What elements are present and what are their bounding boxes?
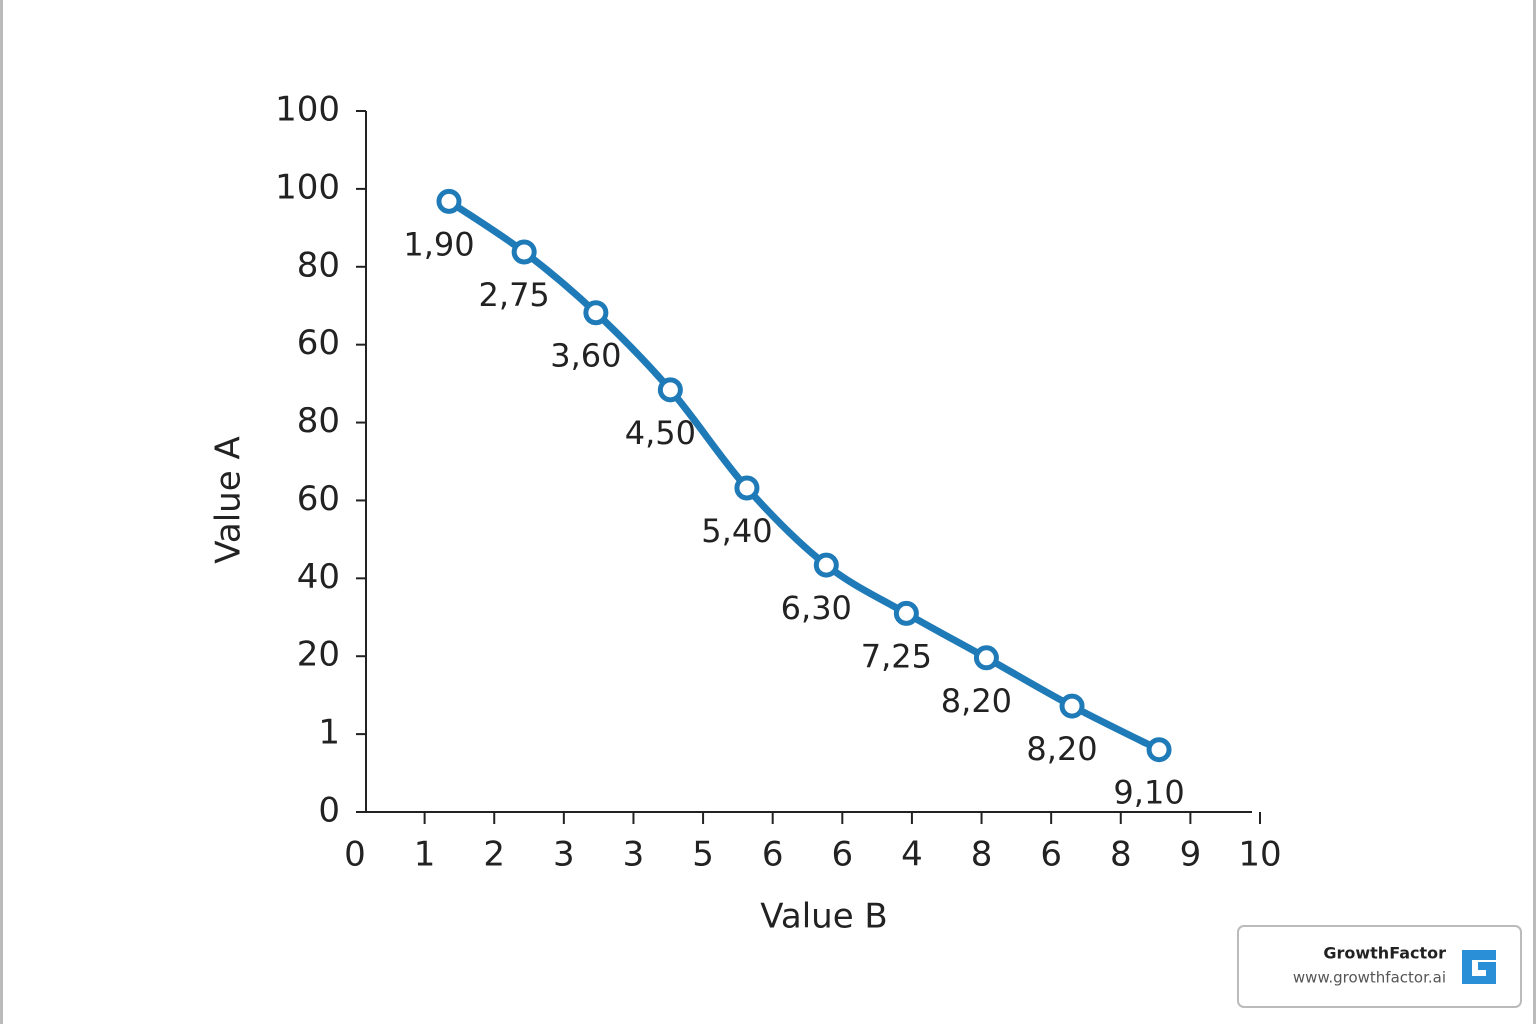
point-label: 4,50 (625, 414, 696, 452)
point-label: 8,20 (1026, 730, 1097, 768)
x-tick-label: 6 (762, 835, 784, 875)
y-tick-label: 20 (297, 635, 340, 675)
x-tick-label: 4 (901, 835, 923, 875)
watermark-name: GrowthFactor (1323, 944, 1446, 963)
y-tick-label: 100 (275, 167, 340, 207)
x-tick-label: 1 (414, 835, 436, 875)
y-axis-title: Value A (209, 436, 249, 563)
x-tick-label: 9 (1180, 835, 1202, 875)
y-tick-label: 80 (297, 245, 340, 285)
point-label: 6,30 (781, 589, 852, 627)
x-tick-label: 8 (971, 835, 993, 875)
point-label: 8,20 (941, 682, 1012, 720)
frame-edge (1533, 0, 1536, 1024)
x-tick-label: 10 (1238, 835, 1281, 875)
point (1059, 693, 1085, 719)
point (973, 645, 999, 671)
y-tick-label: 60 (297, 479, 340, 519)
point-label: 2,75 (479, 276, 550, 314)
watermark-logo (1462, 950, 1496, 984)
x-tick-label: 2 (483, 835, 505, 875)
point-label: 5,40 (701, 512, 772, 550)
point (813, 552, 839, 578)
x-tick-label: 8 (1110, 835, 1132, 875)
watermark: GrowthFactor www.growthfactor.ai (1237, 925, 1522, 1008)
y-tick-label: 60 (297, 323, 340, 363)
x-tick-label: 6 (1040, 835, 1062, 875)
point (583, 300, 609, 326)
y-tick-label: 100 (275, 90, 340, 130)
point (893, 600, 919, 626)
y-tick-label: 1 (318, 713, 340, 753)
frame-edge (0, 0, 3, 1024)
watermark-box (1237, 925, 1522, 1008)
x-tick-label: 6 (831, 835, 853, 875)
x-tick-label: 0 (344, 835, 366, 875)
point-label: 9,10 (1113, 774, 1184, 812)
point (436, 188, 462, 214)
point (657, 377, 683, 403)
x-tick-label: 3 (623, 835, 645, 875)
x-tick-label: 5 (692, 835, 714, 875)
point-label: 7,25 (861, 637, 932, 675)
point (734, 475, 760, 501)
line (445, 197, 1163, 754)
y-tick-label: 0 (318, 791, 340, 831)
point-label: 3,60 (550, 337, 621, 375)
x-tick-label: 3 (553, 835, 575, 875)
y-tick-label: 40 (297, 557, 340, 597)
y-tick-label: 80 (297, 401, 340, 441)
point (1146, 737, 1172, 763)
point-label: 1,90 (403, 225, 474, 263)
x-axis-title: Value B (760, 897, 888, 937)
watermark-url: www.growthfactor.ai (1293, 969, 1446, 987)
point (511, 239, 537, 265)
